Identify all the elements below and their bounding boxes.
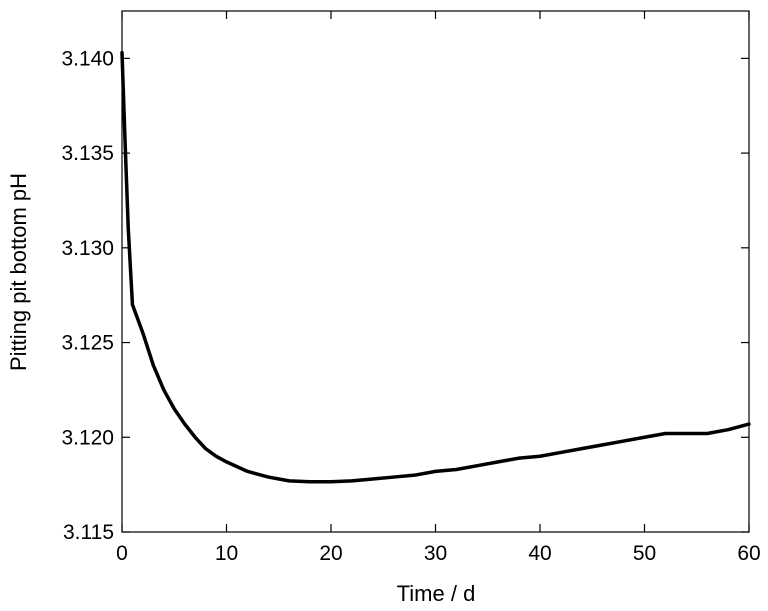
x-tick-label: 20 <box>319 542 342 565</box>
y-tick-label: 3.115 <box>63 521 114 544</box>
tick-labels: 0 10 20 30 40 50 60 3.115 3.120 3.125 3.130 3.135 3.… <box>61 47 760 565</box>
x-tick-label: 10 <box>215 542 238 565</box>
y-tick-label: 3.125 <box>61 332 114 355</box>
y-tick-label: 3.120 <box>61 426 114 449</box>
y-tick-label: 3.130 <box>61 237 114 260</box>
y-axis-label: Pitting pit bottom pH <box>6 173 31 371</box>
x-tick-label: 0 <box>116 542 128 565</box>
x-tick-label: 50 <box>633 542 656 565</box>
x-tick-label: 30 <box>424 542 447 565</box>
x-tick-label: 40 <box>528 542 551 565</box>
ticks <box>121 11 750 533</box>
x-tick-label: 60 <box>737 542 760 565</box>
plot-frame <box>121 10 750 533</box>
x-axis-label: Time / d <box>397 581 476 606</box>
data-line <box>120 50 751 484</box>
y-tick-label: 3.140 <box>61 47 114 70</box>
y-tick-label: 3.135 <box>61 142 114 165</box>
